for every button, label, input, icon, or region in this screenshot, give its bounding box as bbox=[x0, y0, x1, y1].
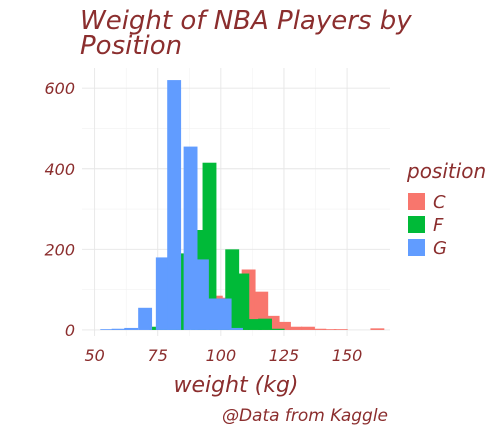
y-tick-label-0: 0 bbox=[65, 321, 75, 340]
bar-F-7 bbox=[235, 273, 250, 330]
legend-key-G bbox=[408, 239, 425, 256]
bar-C-11 bbox=[322, 329, 337, 330]
legend-label-G: G bbox=[433, 238, 447, 259]
bar-C-13 bbox=[370, 328, 385, 330]
legend-label-F: F bbox=[433, 215, 444, 236]
chart-title-line-2: Position bbox=[80, 31, 182, 61]
bar-G-0 bbox=[100, 329, 115, 330]
legend-label-C: C bbox=[433, 192, 446, 213]
bar-G-7 bbox=[194, 259, 209, 330]
bar-C-9 bbox=[301, 326, 315, 330]
y-tick-labels: 0 200 400 600 bbox=[44, 79, 75, 340]
y-tick-label-1: 200 bbox=[44, 240, 75, 259]
x-tick-label-2: 100 bbox=[206, 346, 237, 365]
caption: @Data from Kaggle bbox=[222, 406, 388, 426]
bar-F-9 bbox=[258, 318, 272, 330]
bar-G-6 bbox=[183, 146, 198, 330]
bar-F-10 bbox=[270, 328, 285, 330]
legend-key-F bbox=[408, 216, 425, 233]
bar-C-10 bbox=[312, 328, 327, 330]
bar-G-5 bbox=[167, 80, 182, 330]
legend-key-C bbox=[408, 193, 425, 210]
bar-G-2 bbox=[124, 327, 139, 330]
bar-C-7 bbox=[277, 321, 291, 330]
bar-C-12 bbox=[333, 329, 348, 330]
bar-F-8 bbox=[247, 319, 262, 330]
x-tick-label-0: 50 bbox=[84, 346, 104, 365]
x-axis-title: weight (kg) bbox=[173, 373, 298, 398]
bar-G-9 bbox=[217, 298, 232, 330]
x-tick-labels: 50 75 100 125 150 bbox=[84, 346, 362, 365]
bar-G-10 bbox=[229, 327, 243, 330]
chart-title-line-1: Weight of NBA Players by bbox=[80, 6, 412, 36]
bar-G-8 bbox=[206, 298, 221, 330]
x-tick-label-4: 150 bbox=[332, 346, 363, 365]
x-tick-label-1: 75 bbox=[148, 346, 168, 365]
bar-G-3 bbox=[138, 307, 153, 330]
y-tick-label-3: 600 bbox=[44, 79, 75, 98]
bars bbox=[100, 80, 385, 330]
legend-title: position bbox=[406, 159, 486, 183]
bar-C-8 bbox=[288, 326, 303, 330]
x-tick-label-3: 125 bbox=[269, 346, 300, 365]
chart-title: Weight of NBA Players by Position bbox=[80, 6, 412, 61]
legend: position CFG bbox=[406, 159, 486, 259]
bar-G-4 bbox=[155, 257, 170, 330]
y-tick-label-2: 400 bbox=[44, 160, 75, 179]
bar-G-1 bbox=[111, 328, 126, 330]
